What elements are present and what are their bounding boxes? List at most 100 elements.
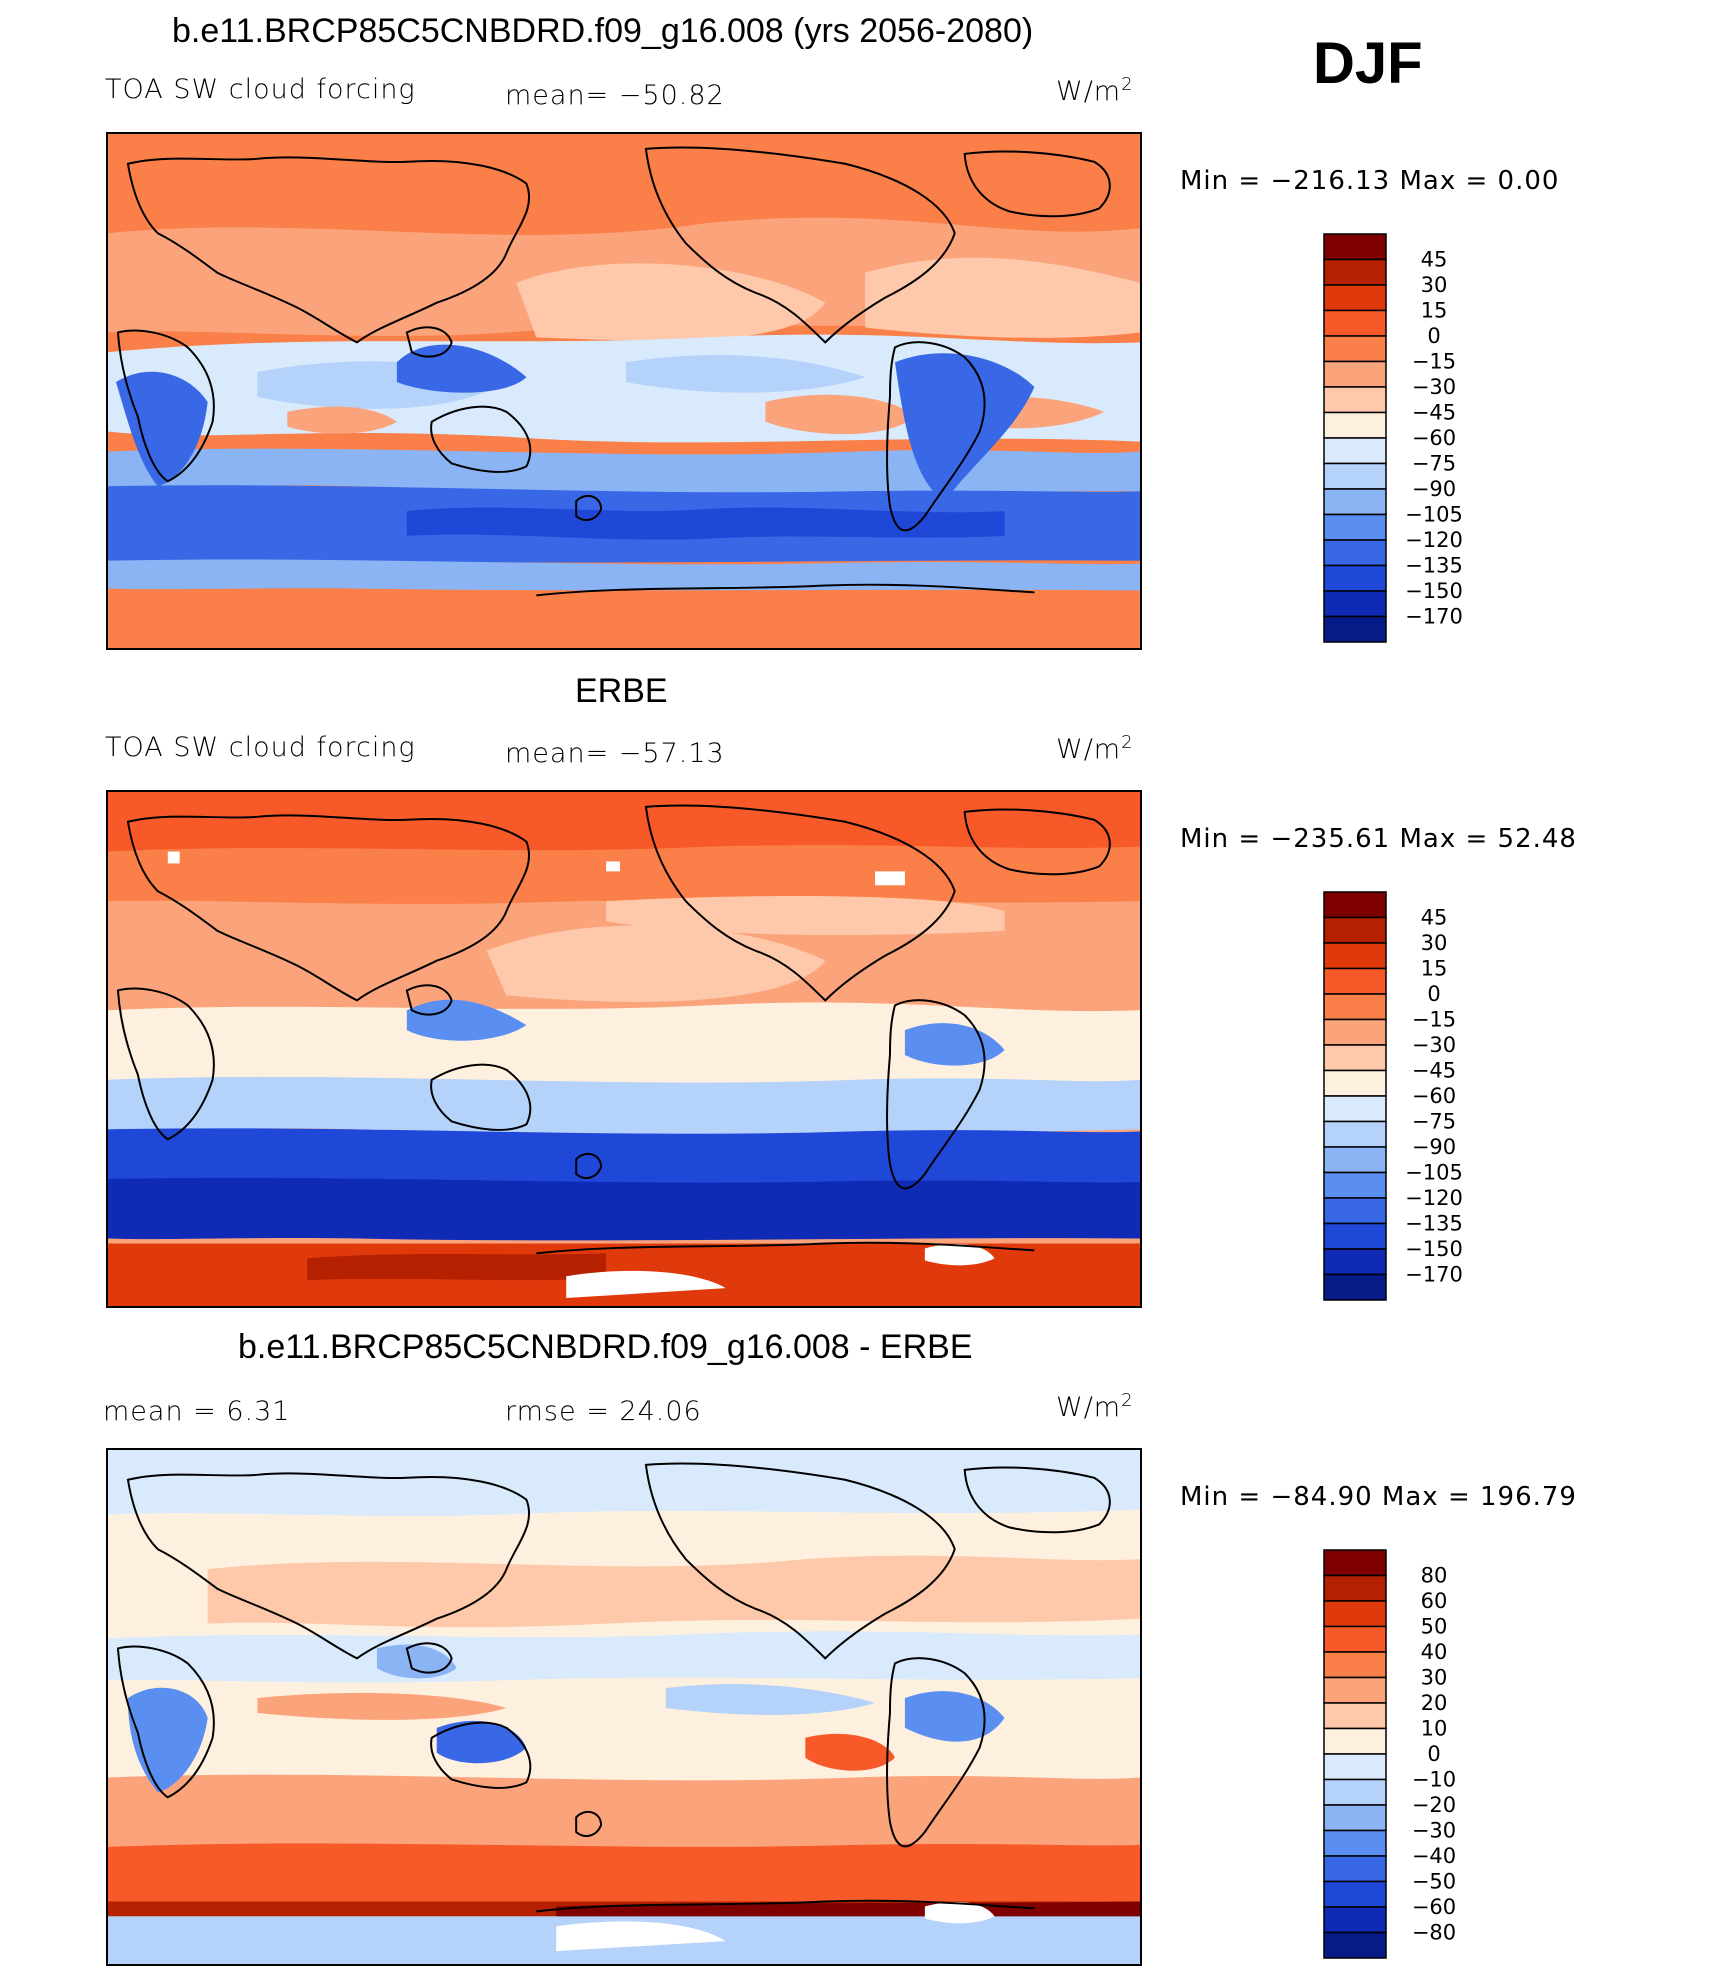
colorbar-swatch: [1323, 1197, 1387, 1225]
colorbar-swatch: [1323, 1778, 1387, 1806]
colorbar-swatch: [1323, 1600, 1387, 1628]
colorbar-tick-label: −105: [1405, 1161, 1463, 1185]
colorbar-tick-label: 0: [1427, 324, 1440, 348]
colorbar-tick-label: −135: [1405, 1212, 1463, 1236]
colorbar-tick-label: 15: [1421, 957, 1448, 981]
panel-3-map-svg: [108, 1450, 1140, 1964]
colorbar-swatch: [1323, 615, 1387, 643]
colorbar-tick-label: 0: [1427, 982, 1440, 1006]
colorbar-tick-label: 30: [1421, 1666, 1448, 1690]
colorbar-swatch: [1323, 539, 1387, 567]
colorbar-tick-label: −60: [1412, 426, 1456, 450]
colorbar-tick-label: −20: [1412, 1793, 1456, 1817]
colorbar-tick-label: 45: [1421, 248, 1448, 272]
season-label: DJF: [1313, 31, 1423, 96]
colorbar-tick-label: −45: [1412, 1059, 1456, 1083]
colorbar-swatch: [1323, 1222, 1387, 1250]
panel-1-colorbar: 45 30 15 0 −15 −30 −45 −60 −75 −90 −105 −120 −135 −15…: [1322, 232, 1522, 644]
colorbar-swatch: [1323, 1248, 1387, 1276]
colorbar-swatch: [1323, 1018, 1387, 1046]
colorbar-swatch: [1323, 1727, 1387, 1755]
colorbar-tick-label: 20: [1421, 1691, 1448, 1715]
colorbar-swatch: [1323, 1273, 1387, 1301]
colorbar-swatch: [1323, 411, 1387, 439]
panel-2-colorbar: 45 30 15 0 −15 −30 −45 −60 −75 −90 −105 −120 −135 −15…: [1322, 890, 1522, 1302]
colorbar-swatch: [1323, 1804, 1387, 1832]
panel-1-map-svg: [108, 134, 1140, 648]
panel-2-map-svg: [108, 792, 1140, 1306]
colorbar-swatch: [1323, 309, 1387, 337]
colorbar-swatch: [1323, 513, 1387, 541]
colorbar-swatch: [1323, 258, 1387, 286]
colorbar-tick-label: −30: [1412, 1033, 1456, 1057]
panel-3-title: b.e11.BRCP85C5CNBDRD.f09_g16.008 - ERBE: [238, 1328, 973, 1366]
colorbar-swatch: [1323, 437, 1387, 465]
panel-2-colorbar-svg: 4530150−15−30−45−60−75−90−105−120−135−15…: [1323, 891, 1463, 1301]
colorbar-swatch: [1323, 462, 1387, 490]
colorbar-swatch: [1323, 1625, 1387, 1653]
colorbar-swatch: [1323, 1931, 1387, 1959]
colorbar-swatch: [1323, 1676, 1387, 1704]
panel-1-minmax: Min = −216.13 Max = 0.00: [1180, 166, 1560, 196]
panel-1-map: [106, 132, 1142, 650]
colorbar-tick-label: −50: [1412, 1870, 1456, 1894]
colorbar-swatch: [1323, 488, 1387, 516]
colorbar-tick-label: −120: [1405, 528, 1463, 552]
colorbar-tick-label: 0: [1427, 1742, 1440, 1766]
colorbar-swatch: [1323, 335, 1387, 363]
colorbar-tick-label: −15: [1412, 1008, 1456, 1032]
panel-2-mean: mean= −57.13: [505, 738, 725, 769]
colorbar-swatch: [1323, 1171, 1387, 1199]
colorbar-tick-label: −150: [1405, 579, 1463, 603]
colorbar-tick-label: 10: [1421, 1717, 1448, 1741]
colorbar-tick-label: 50: [1421, 1615, 1448, 1639]
colorbar-tick-label: 60: [1421, 1589, 1448, 1613]
colorbar-swatch: [1323, 386, 1387, 414]
panel-1-colorbar-svg: 4530150−15−30−45−60−75−90−105−120−135−15…: [1323, 233, 1463, 643]
colorbar-swatch: [1323, 1855, 1387, 1883]
colorbar-tick-label: −15: [1412, 350, 1456, 374]
colorbar-tick-label: −90: [1412, 1135, 1456, 1159]
colorbar-tick-label: −135: [1405, 554, 1463, 578]
colorbar-swatch: [1323, 1702, 1387, 1730]
colorbar-swatch: [1323, 1880, 1387, 1908]
colorbar-tick-label: 30: [1421, 931, 1448, 955]
colorbar-tick-label: 80: [1421, 1564, 1448, 1588]
colorbar-swatch: [1323, 360, 1387, 388]
panel-3-minmax: Min = −84.90 Max = 196.79: [1180, 1482, 1577, 1512]
colorbar-tick-label: −30: [1412, 375, 1456, 399]
panel-2-units: W/m2: [1056, 732, 1134, 765]
colorbar-swatch: [1323, 1120, 1387, 1148]
panel-3-colorbar: 80 60 50 40 30 20 10 0 −10 −20 −30 −40 −50 −60 −80: [1322, 1548, 1522, 1960]
colorbar-tick-label: −105: [1405, 503, 1463, 527]
colorbar-swatch: [1323, 967, 1387, 995]
panel-3-rmse: rmse = 24.06: [505, 1396, 702, 1427]
colorbar-tick-label: −75: [1412, 1110, 1456, 1134]
panel-2-map: [106, 790, 1142, 1308]
colorbar-tick-label: 40: [1421, 1640, 1448, 1664]
panel-2-minmax: Min = −235.61 Max = 52.48: [1180, 824, 1577, 854]
colorbar-tick-label: −90: [1412, 477, 1456, 501]
colorbar-tick-label: −75: [1412, 452, 1456, 476]
panel-1-mean: mean= −50.82: [505, 80, 725, 111]
colorbar-swatch: [1323, 993, 1387, 1021]
colorbar-tick-label: 15: [1421, 299, 1448, 323]
colorbar-swatch: [1323, 1753, 1387, 1781]
colorbar-tick-label: −60: [1412, 1084, 1456, 1108]
colorbar-swatch: [1323, 891, 1387, 919]
colorbar-swatch: [1323, 590, 1387, 618]
colorbar-swatch: [1323, 916, 1387, 944]
colorbar-swatch: [1323, 284, 1387, 312]
colorbar-swatch: [1323, 1069, 1387, 1097]
colorbar-tick-label: −30: [1412, 1819, 1456, 1843]
colorbar-swatch: [1323, 942, 1387, 970]
colorbar-swatch: [1323, 1146, 1387, 1174]
colorbar-tick-label: −40: [1412, 1844, 1456, 1868]
colorbar-tick-label: −170: [1405, 605, 1463, 629]
colorbar-swatch: [1323, 1044, 1387, 1072]
panel-1-field-label: TOA SW cloud forcing: [105, 74, 416, 105]
panel-1-title: b.e11.BRCP85C5CNBDRD.f09_g16.008 (yrs 20…: [172, 12, 1034, 50]
panel-3-map: [106, 1448, 1142, 1966]
colorbar-tick-label: −45: [1412, 401, 1456, 425]
